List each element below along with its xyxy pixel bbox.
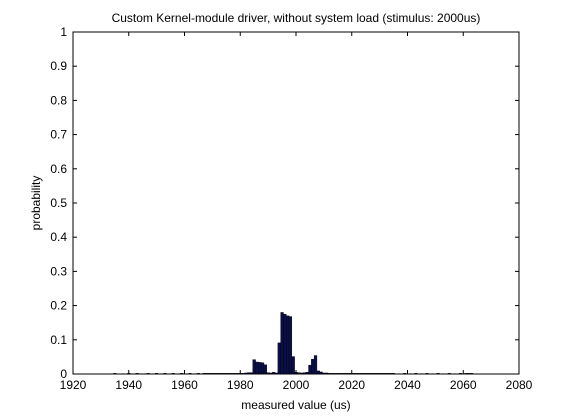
histogram-bar — [277, 342, 281, 375]
y-tick-label: 0 — [60, 367, 67, 381]
y-tick-label: 0.6 — [50, 162, 67, 176]
chart-title: Custom Kernel-module driver, without sys… — [112, 11, 481, 25]
x-axis-ticks: 1920 1940 1960 1980 2000 2020 2040 2060 2080 — [60, 32, 533, 392]
y-tick-label: 0.2 — [50, 299, 67, 313]
histogram-bar — [280, 312, 284, 375]
y-tick-label: 0.3 — [50, 264, 67, 278]
x-tick-label: 2040 — [394, 378, 421, 392]
x-tick-label: 2020 — [338, 378, 365, 392]
y-tick-label: 0.5 — [50, 196, 67, 210]
y-tick-label: 1 — [60, 25, 67, 39]
x-tick-label: 2080 — [506, 378, 533, 392]
x-tick-label: 1920 — [60, 378, 87, 392]
x-tick-label: 2000 — [283, 378, 310, 392]
histogram-bar — [291, 356, 295, 375]
histogram-bar — [283, 313, 287, 375]
histogram-bar — [286, 315, 290, 375]
histogram-bar — [311, 359, 315, 375]
histogram-bar — [258, 362, 262, 375]
histogram-bar — [252, 359, 256, 375]
histogram-bar — [260, 362, 265, 375]
x-tick-label: 2060 — [450, 378, 477, 392]
x-axis-label: measured value (us) — [241, 398, 350, 412]
y-tick-label: 0.9 — [50, 59, 67, 73]
y-axis-ticks: 0 0.1 0.2 0.3 0.4 0.5 0.6 0.7 0.8 0.9 1 — [50, 25, 519, 381]
histogram-bar — [308, 364, 312, 375]
histogram-bar — [288, 316, 293, 375]
y-tick-label: 0.8 — [50, 93, 67, 107]
histogram-bar — [255, 361, 259, 375]
x-tick-label: 1940 — [115, 378, 142, 392]
histogram-bar — [263, 364, 267, 375]
x-tick-label: 1960 — [171, 378, 198, 392]
y-axis-label: probability — [29, 176, 43, 231]
histogram-bar — [313, 355, 318, 375]
plot-area — [73, 32, 519, 374]
y-tick-label: 0.7 — [50, 128, 67, 142]
y-tick-label: 0.4 — [50, 230, 67, 244]
x-tick-label: 1980 — [227, 378, 254, 392]
y-tick-label: 0.1 — [50, 333, 67, 347]
